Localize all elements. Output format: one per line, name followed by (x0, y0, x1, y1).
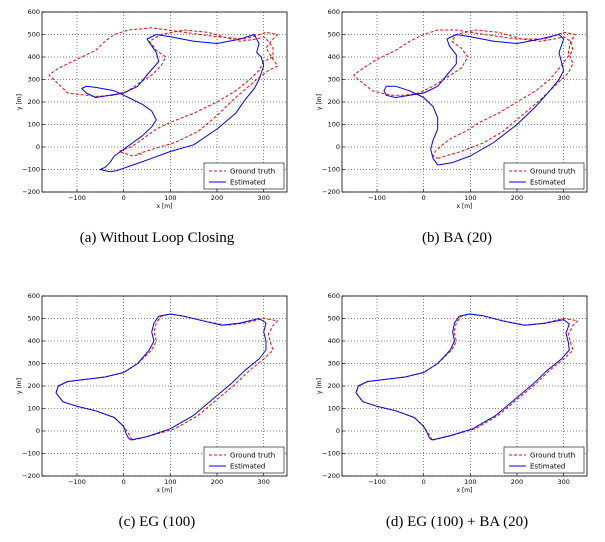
x-tick-label: 0 (422, 478, 426, 486)
y-tick-label: 100 (28, 121, 40, 129)
y-axis-label: y [m] (16, 94, 23, 110)
y-tick-label: 200 (328, 98, 340, 106)
chart-panel-a: −100 0 100 200 300 −200 −100 0 100 200 300 400 500 60… (12, 8, 302, 258)
x-tick-label: −100 (368, 478, 386, 486)
x-tick-label: −100 (68, 194, 86, 202)
legend-entry: Ground truth (530, 452, 575, 460)
y-tick-label: 600 (28, 292, 40, 300)
chart-panel-b: −100 0 100 200 300 −200 −100 0 100 200 300 400 500 60… (312, 8, 602, 258)
x-tick-label: 100 (164, 478, 176, 486)
y-tick-label: 400 (328, 337, 340, 345)
y-tick-label: 0 (336, 143, 340, 151)
x-tick-label: 300 (257, 194, 269, 202)
x-axis-label: x [m] (157, 203, 173, 210)
y-tick-label: 300 (28, 76, 40, 84)
legend-entry: Ground truth (230, 452, 275, 460)
x-tick-label: 300 (557, 194, 569, 202)
y-tick-label: 500 (328, 31, 340, 39)
series-line-ground-truth (55, 313, 279, 441)
y-tick-label: −100 (322, 166, 340, 174)
x-tick-label: 300 (557, 478, 569, 486)
y-axis-label: y [m] (316, 378, 323, 394)
legend-entry: Estimated (230, 463, 265, 471)
y-tick-label: 400 (28, 337, 40, 345)
y-tick-label: 300 (28, 360, 40, 368)
y-tick-label: −100 (22, 166, 40, 174)
y-tick-label: 200 (28, 382, 40, 390)
x-tick-label: 0 (122, 478, 126, 486)
y-tick-label: −200 (22, 472, 40, 480)
x-tick-label: 200 (511, 478, 523, 486)
chart-panel-d: −100 0 100 200 300 −200 −100 0 100 200 300 400 500 60… (312, 292, 602, 542)
y-tick-label: 600 (328, 292, 340, 300)
y-tick-label: 300 (328, 76, 340, 84)
series-line-estimated (81, 34, 265, 173)
legend-box (503, 446, 585, 474)
series-line-ground-truth (48, 27, 279, 157)
y-tick-label: 0 (36, 427, 40, 435)
x-tick-label: 100 (464, 194, 476, 202)
y-axis-label: y [m] (316, 94, 323, 110)
x-tick-label: 100 (464, 478, 476, 486)
y-tick-label: 400 (328, 53, 340, 61)
y-tick-label: 500 (28, 315, 40, 323)
caption-d: (d) EG (100) + BA (20) (385, 514, 529, 530)
y-tick-label: −200 (322, 188, 340, 196)
x-tick-label: 0 (422, 194, 426, 202)
series-line-estimated (55, 313, 267, 441)
x-tick-label: 200 (211, 194, 223, 202)
caption-b: (b) BA (20) (422, 230, 492, 246)
chart-d: −100 0 100 200 300 −200 −100 0 100 200 300 400 500 60… (316, 292, 588, 494)
legend-entry: Ground truth (230, 168, 275, 176)
y-tick-label: 600 (328, 8, 340, 16)
x-tick-label: 200 (211, 478, 223, 486)
y-tick-label: 100 (328, 121, 340, 129)
y-tick-label: −200 (22, 188, 40, 196)
y-tick-label: 600 (28, 8, 40, 16)
y-tick-label: −100 (22, 450, 40, 458)
legend-entry: Estimated (530, 179, 565, 187)
y-tick-label: −200 (322, 472, 340, 480)
series-line-ground-truth (353, 29, 576, 159)
legend-entry: Ground truth (530, 168, 575, 176)
x-axis-label: x [m] (157, 487, 173, 494)
series-line-estimated (383, 34, 565, 166)
y-tick-label: 100 (328, 405, 340, 413)
caption-c: (c) EG (100) (118, 514, 196, 530)
caption-a: (a) Without Loop Closing (79, 230, 235, 246)
legend-entry: Estimated (530, 463, 565, 471)
x-tick-label: 100 (164, 194, 176, 202)
y-tick-label: 0 (36, 143, 40, 151)
chart-panel-c: −100 0 100 200 300 −200 −100 0 100 200 300 400 500 60… (12, 292, 302, 542)
y-tick-label: −100 (322, 450, 340, 458)
y-tick-label: 0 (336, 427, 340, 435)
y-tick-label: 300 (328, 360, 340, 368)
x-tick-label: 0 (122, 194, 126, 202)
y-tick-label: 200 (28, 98, 40, 106)
chart-c: −100 0 100 200 300 −200 −100 0 100 200 300 400 500 60… (16, 292, 288, 494)
series-line-estimated (355, 313, 570, 441)
y-tick-label: 100 (28, 405, 40, 413)
legend-box (203, 446, 285, 474)
chart-b: −100 0 100 200 300 −200 −100 0 100 200 300 400 500 60… (316, 8, 588, 210)
x-tick-label: −100 (68, 478, 86, 486)
legend-entry: Estimated (230, 179, 265, 187)
x-tick-label: 300 (257, 478, 269, 486)
legend-box (503, 162, 585, 190)
chart-a: −100 0 100 200 300 −200 −100 0 100 200 300 400 500 60… (16, 8, 288, 210)
x-axis-label: x [m] (457, 203, 473, 210)
x-tick-label: 200 (511, 194, 523, 202)
x-tick-label: −100 (368, 194, 386, 202)
y-tick-label: 500 (28, 31, 40, 39)
y-tick-label: 200 (328, 382, 340, 390)
series-line-ground-truth (355, 313, 579, 441)
legend-box (203, 162, 285, 190)
y-tick-label: 400 (28, 53, 40, 61)
x-axis-label: x [m] (457, 487, 473, 494)
y-tick-label: 500 (328, 315, 340, 323)
y-axis-label: y [m] (16, 378, 23, 394)
